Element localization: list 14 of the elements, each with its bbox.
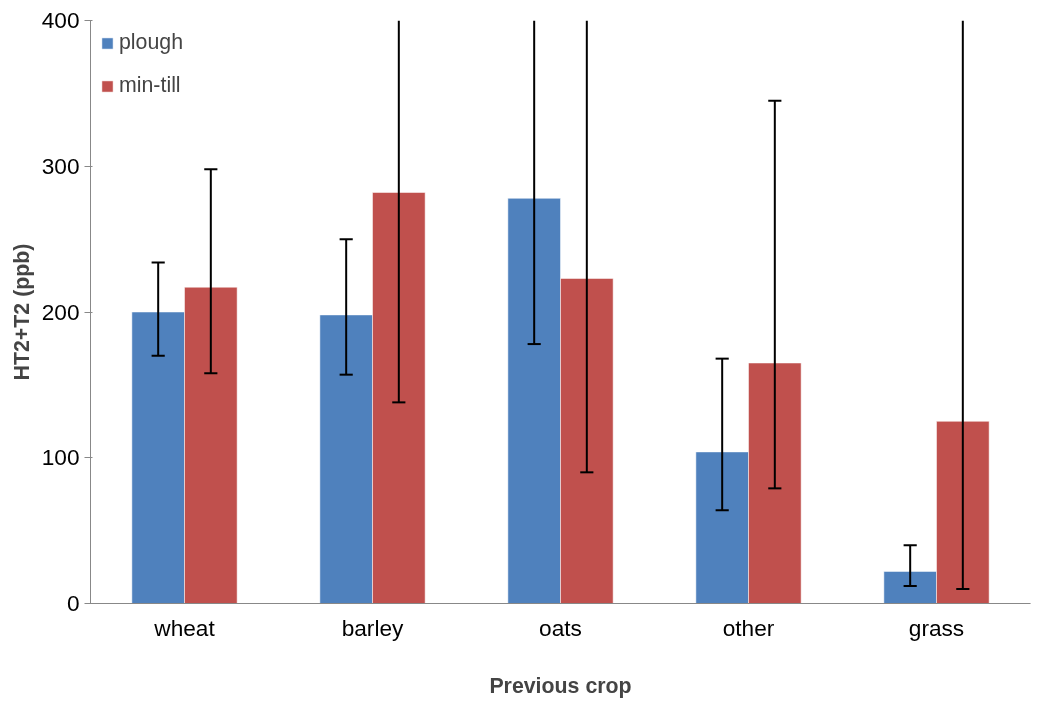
x-tick-label: grass: [908, 614, 965, 641]
x-axis-title: Previous crop: [489, 673, 632, 698]
y-tick-label: 200: [41, 298, 80, 325]
y-tick-label: 0: [66, 590, 80, 616]
y-axis-title: HT2+T2 (ppb): [9, 243, 34, 381]
x-tick-label: barley: [341, 614, 405, 641]
x-tick-label: oats: [539, 614, 582, 641]
x-tick-label: other: [722, 614, 775, 641]
y-tick-label: 400: [41, 7, 80, 33]
legend-label: min-till: [119, 73, 181, 98]
x-tick-label: wheat: [153, 614, 216, 641]
y-tick-label: 300: [41, 152, 80, 179]
legend-label: plough: [119, 30, 184, 55]
y-tick-label: 100: [41, 444, 80, 471]
